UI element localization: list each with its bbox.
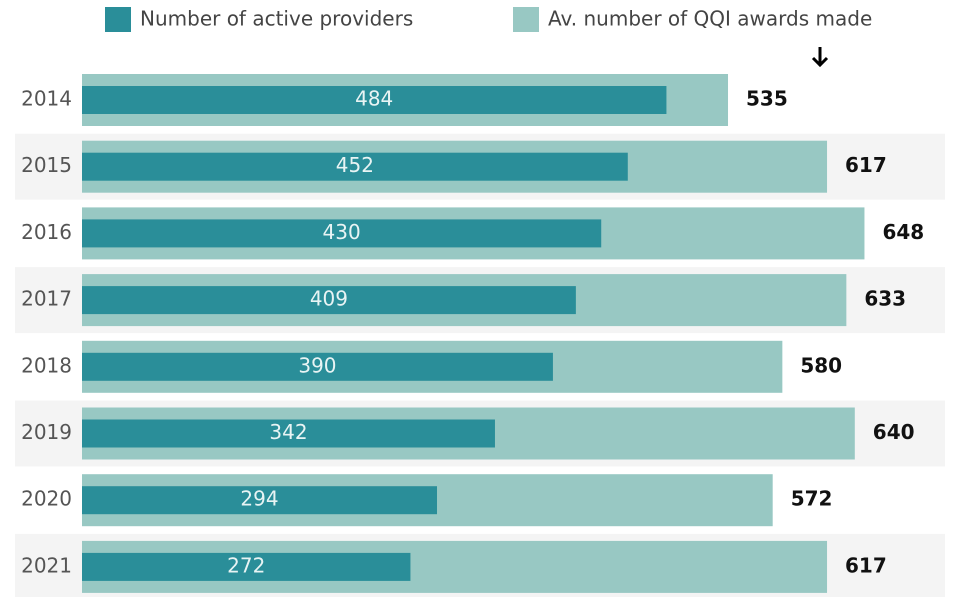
sort-icon[interactable] xyxy=(811,47,829,68)
bar xyxy=(82,419,495,448)
y-tick-label: 2015 xyxy=(21,153,72,177)
legend-swatch xyxy=(513,7,539,32)
value-label: 535 xyxy=(746,87,788,111)
value-label: 390 xyxy=(298,353,336,377)
value-label: 580 xyxy=(800,353,842,377)
value-label: 572 xyxy=(791,487,833,511)
bar xyxy=(82,219,602,248)
bar xyxy=(82,552,411,581)
y-tick-label: 2018 xyxy=(21,353,72,377)
y-tick-label: 2021 xyxy=(21,553,72,577)
value-label: 648 xyxy=(882,220,924,244)
y-tick-label: 2017 xyxy=(21,287,72,311)
value-label: 633 xyxy=(864,287,906,311)
y-tick-label: 2020 xyxy=(21,487,72,511)
y-tick-label: 2014 xyxy=(21,87,72,111)
value-label: 294 xyxy=(240,487,278,511)
bar xyxy=(82,152,628,181)
value-label: 342 xyxy=(269,420,307,444)
bar xyxy=(82,352,553,381)
value-label: 409 xyxy=(310,287,348,311)
value-label: 484 xyxy=(355,87,393,111)
value-label: 617 xyxy=(845,553,887,577)
legend-label: Number of active providers xyxy=(140,7,413,31)
bar xyxy=(82,486,438,515)
legend-label: Av. number of QQI awards made xyxy=(548,7,872,31)
y-tick-label: 2019 xyxy=(21,420,72,444)
bar xyxy=(82,86,667,114)
value-label: 430 xyxy=(323,220,361,244)
bar xyxy=(82,286,576,315)
y-tick-label: 2016 xyxy=(21,220,72,244)
value-label: 617 xyxy=(845,153,887,177)
sort-arrow-head xyxy=(811,56,829,68)
value-label: 452 xyxy=(336,153,374,177)
legend-swatch xyxy=(105,7,131,32)
value-label: 272 xyxy=(227,553,265,577)
value-label: 640 xyxy=(873,420,915,444)
